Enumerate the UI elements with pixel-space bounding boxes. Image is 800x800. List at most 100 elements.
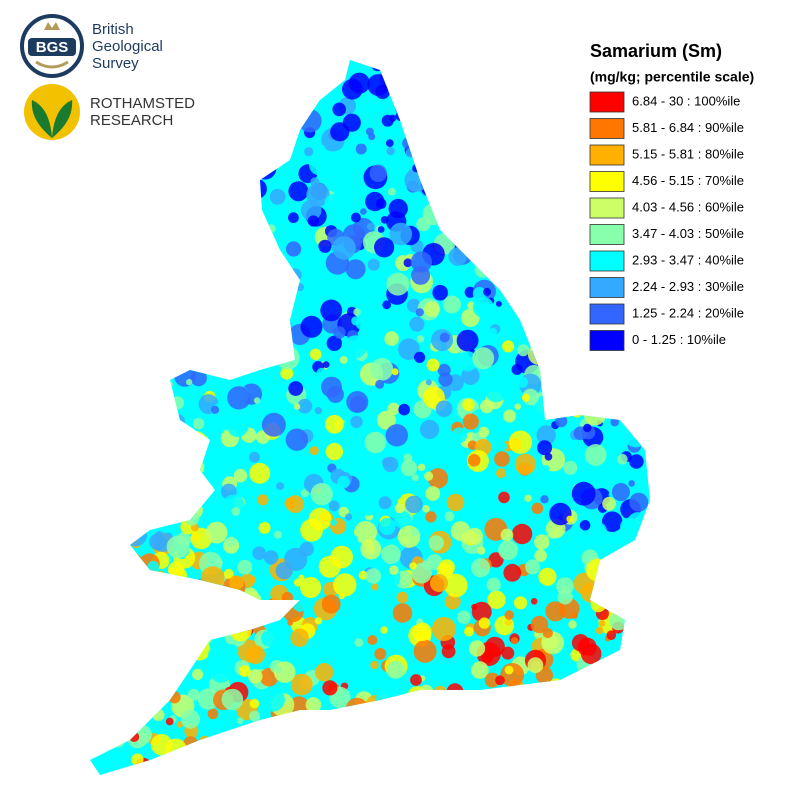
map-cell xyxy=(90,244,101,257)
map-cell xyxy=(158,277,175,294)
map-cell xyxy=(133,588,142,597)
map-cell xyxy=(398,403,411,416)
map-cell xyxy=(457,160,477,180)
map-cell xyxy=(157,641,168,652)
map-cell xyxy=(361,766,385,775)
map-cell xyxy=(501,121,513,133)
map-cell xyxy=(396,449,406,459)
map-cell xyxy=(621,704,640,723)
map-cell xyxy=(327,639,344,655)
map-cell xyxy=(205,521,228,544)
map-cell xyxy=(90,531,98,554)
map-cell xyxy=(351,316,361,326)
map-cell xyxy=(203,64,223,84)
bgs-line: British xyxy=(92,21,134,38)
legend-swatch xyxy=(589,144,625,166)
map-cell xyxy=(621,737,639,755)
map-cell xyxy=(392,603,413,623)
map-cell xyxy=(189,177,211,199)
map-cell xyxy=(157,517,174,534)
map-cell xyxy=(227,386,251,410)
map-cell xyxy=(164,366,172,374)
map-cell xyxy=(396,700,406,710)
map-cell xyxy=(634,389,645,399)
map-cell xyxy=(90,403,96,425)
map-cell xyxy=(510,114,518,122)
map-cell xyxy=(385,749,399,763)
map-cell xyxy=(571,154,579,163)
map-cell xyxy=(287,136,301,150)
map-cell xyxy=(497,743,519,765)
map-cell xyxy=(376,410,396,430)
map-cell xyxy=(378,518,396,535)
map-cell xyxy=(292,596,308,612)
map-cell xyxy=(462,398,475,412)
legend-label: 2.24 - 2.93 : 30%ile xyxy=(632,279,744,294)
map-cell xyxy=(319,738,339,758)
map-cell xyxy=(120,410,141,431)
map-cell xyxy=(182,202,191,211)
map-cell xyxy=(215,124,236,145)
map-cell xyxy=(629,454,644,469)
map-cell xyxy=(188,143,199,155)
map-cell xyxy=(181,709,200,729)
map-cell xyxy=(452,724,463,736)
map-cell xyxy=(147,598,166,618)
map-cell xyxy=(217,333,230,347)
map-cell xyxy=(144,674,158,688)
map-cell xyxy=(265,79,279,93)
map-cell xyxy=(250,602,270,622)
map-cell xyxy=(145,433,158,446)
map-cell xyxy=(555,415,568,428)
map-cell xyxy=(642,633,650,652)
map-cell xyxy=(501,646,515,660)
map-cell xyxy=(408,378,419,390)
map-cell xyxy=(592,583,602,593)
map-cell xyxy=(94,564,113,582)
map-cell xyxy=(579,520,591,531)
map-cell xyxy=(550,365,561,376)
map-cell xyxy=(221,764,230,773)
map-cell xyxy=(415,97,432,114)
map-cell xyxy=(403,258,413,268)
map-cell xyxy=(320,736,327,743)
map-cell xyxy=(596,386,603,393)
map-cell xyxy=(605,460,620,475)
map-cell xyxy=(624,698,645,719)
map-cell xyxy=(121,375,140,394)
map-cell xyxy=(275,712,299,736)
map-cell xyxy=(514,403,521,410)
map-cell xyxy=(237,225,261,249)
map-cell xyxy=(288,181,309,202)
map-cell xyxy=(276,346,300,370)
map-cell xyxy=(369,164,387,182)
map-cell xyxy=(259,67,283,92)
map-cell xyxy=(371,583,379,591)
map-cell xyxy=(393,510,412,529)
map-cell xyxy=(129,451,140,463)
map-cell xyxy=(534,534,550,550)
map-cell xyxy=(166,621,175,630)
map-cell xyxy=(230,231,250,251)
map-cell xyxy=(495,300,502,307)
map-cell xyxy=(405,147,416,158)
map-cell xyxy=(612,675,622,685)
map-cell xyxy=(242,479,255,492)
map-cell xyxy=(496,60,521,82)
map-cell xyxy=(130,163,155,188)
map-cell xyxy=(303,60,327,69)
map-cell xyxy=(288,268,302,282)
map-cell xyxy=(159,441,174,456)
map-cell xyxy=(165,496,180,511)
map-cell xyxy=(180,238,195,254)
map-cell xyxy=(436,201,455,220)
map-cell xyxy=(310,177,320,187)
map-cell xyxy=(616,389,625,399)
map-cell xyxy=(594,365,609,380)
map-cell xyxy=(169,489,190,511)
map-cell xyxy=(598,620,606,627)
map-cell xyxy=(106,226,115,236)
map-cell xyxy=(168,475,187,494)
map-cell xyxy=(152,709,165,721)
map-cell xyxy=(181,220,196,236)
